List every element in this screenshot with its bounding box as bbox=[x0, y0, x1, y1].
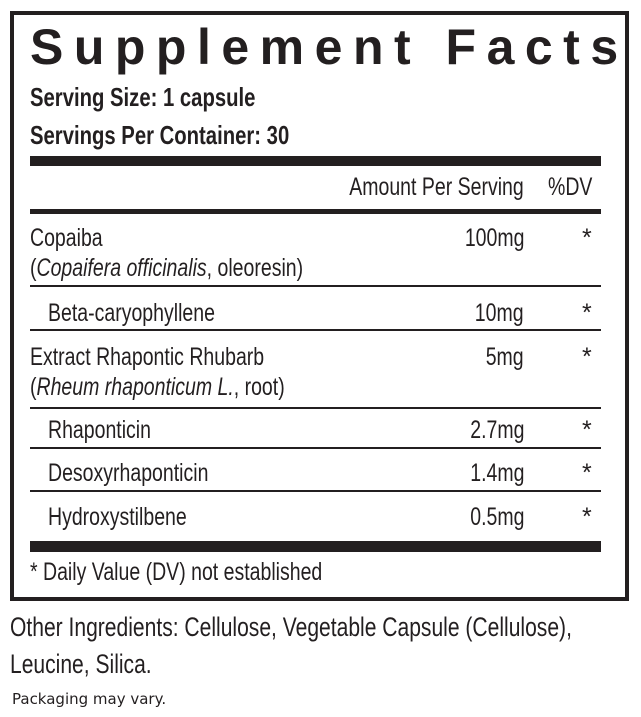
latin-name: Rheum rhaponticum L. bbox=[36, 373, 234, 401]
row-divider bbox=[30, 490, 601, 492]
servings-per-container-text: Servings Per Container: 30 bbox=[30, 120, 290, 150]
ingredient-source: (Rheum rhaponticum L., root) bbox=[30, 372, 357, 402]
ingredient-amount: 2.7mg bbox=[455, 415, 524, 445]
ingredient-name-text: Extract Rhapontic Rhubarb bbox=[30, 343, 265, 371]
ingredient-name-text: Rhaponticin bbox=[48, 416, 151, 444]
serving-size-text: Serving Size: 1 capsule bbox=[30, 82, 256, 112]
ingredient-dv: * bbox=[582, 224, 592, 252]
amount-text: 0.5mg bbox=[469, 503, 524, 531]
row-divider bbox=[30, 285, 601, 287]
ingredient-dv: * bbox=[582, 503, 592, 531]
other-ingredients-line: Leucine, Silica. bbox=[10, 649, 152, 679]
ingredient-amount: 10mg bbox=[461, 298, 524, 328]
panel-title: Supplement Facts bbox=[30, 19, 629, 75]
other-ingredients-line: Other Ingredients: Cellulose, Vegetable … bbox=[10, 612, 572, 642]
ingredient-amount: 0.5mg bbox=[455, 502, 524, 532]
ingredient-dv: * bbox=[582, 343, 592, 371]
header-dv: %DV bbox=[548, 172, 605, 202]
header-amount: Amount Per Serving bbox=[300, 172, 524, 202]
serving-size: Serving Size: 1 capsule bbox=[30, 82, 319, 113]
thick-divider bbox=[30, 541, 601, 552]
footnote: * Daily Value (DV) not established bbox=[30, 557, 405, 587]
ingredient-name: Beta-caryophyllene bbox=[48, 298, 262, 328]
ingredient-dv: * bbox=[582, 299, 592, 327]
ingredient-name: Desoxyrhaponticin bbox=[48, 458, 254, 488]
ingredient-source: (Copaifera officinalis, oleoresin) bbox=[30, 253, 380, 283]
header-dv-text: %DV bbox=[548, 173, 593, 201]
header-amount-text: Amount Per Serving bbox=[349, 173, 524, 201]
ingredient-name: Extract Rhapontic Rhubarb bbox=[30, 342, 330, 372]
source-part: , root) bbox=[233, 373, 285, 401]
ingredient-amount: 100mg bbox=[448, 223, 524, 253]
amount-text: 5mg bbox=[486, 343, 524, 371]
other-ingredients: Other Ingredients: Cellulose, Vegetable … bbox=[10, 612, 641, 643]
ingredient-amount: 1.4mg bbox=[455, 458, 524, 488]
packaging-note: Packaging may vary. bbox=[12, 690, 167, 708]
supplement-facts-panel bbox=[10, 11, 629, 601]
ingredient-name-text: Desoxyrhaponticin bbox=[48, 459, 209, 487]
ingredient-name-text: Hydroxystilbene bbox=[48, 503, 187, 531]
amount-text: 1.4mg bbox=[469, 459, 524, 487]
latin-name: Copaifera officinalis bbox=[36, 254, 207, 282]
servings-per-container: Servings Per Container: 30 bbox=[30, 120, 362, 151]
row-divider bbox=[30, 447, 601, 449]
ingredient-name: Hydroxystilbene bbox=[48, 502, 226, 532]
ingredient-amount: 5mg bbox=[475, 342, 524, 372]
source-part: , oleoresin) bbox=[206, 254, 304, 282]
amount-text: 100mg bbox=[464, 224, 524, 252]
ingredient-dv: * bbox=[582, 416, 592, 444]
row-divider bbox=[30, 407, 601, 409]
ingredient-dv: * bbox=[582, 459, 592, 487]
other-ingredients-cont: Leucine, Silica. bbox=[10, 649, 192, 680]
ingredient-name: Copaiba bbox=[30, 223, 123, 253]
medium-divider bbox=[30, 209, 601, 214]
paren: ( bbox=[30, 254, 37, 282]
thick-divider bbox=[30, 156, 601, 166]
paren: ( bbox=[30, 373, 37, 401]
ingredient-name: Rhaponticin bbox=[48, 415, 180, 445]
amount-text: 10mg bbox=[475, 299, 524, 327]
ingredient-name-text: Beta-caryophyllene bbox=[48, 299, 215, 327]
row-divider bbox=[30, 329, 601, 331]
ingredient-name-text: Copaiba bbox=[30, 224, 103, 252]
amount-text: 2.7mg bbox=[469, 416, 524, 444]
footnote-text: * Daily Value (DV) not established bbox=[30, 558, 323, 586]
